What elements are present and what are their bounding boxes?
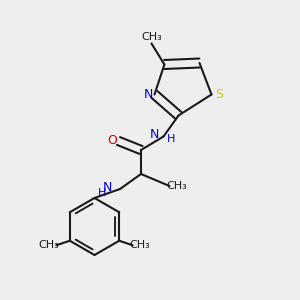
- Text: H: H: [98, 188, 106, 198]
- Text: O: O: [108, 134, 117, 148]
- Text: CH₃: CH₃: [38, 240, 59, 250]
- Text: N: N: [144, 88, 153, 101]
- Text: CH₃: CH₃: [167, 181, 188, 191]
- Text: N: N: [150, 128, 159, 142]
- Text: CH₃: CH₃: [141, 32, 162, 43]
- Text: S: S: [215, 88, 223, 101]
- Text: H: H: [167, 134, 175, 145]
- Text: N: N: [103, 181, 112, 194]
- Text: CH₃: CH₃: [130, 240, 151, 250]
